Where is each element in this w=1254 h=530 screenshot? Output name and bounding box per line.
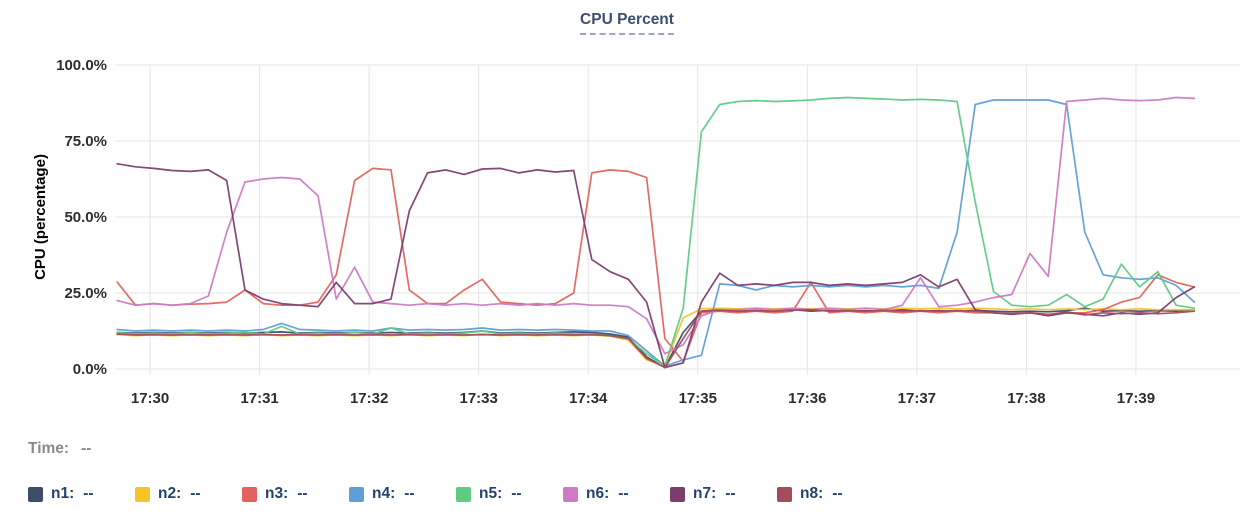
y-axis-title: CPU (percentage): [32, 154, 49, 280]
legend-value-n4: --: [404, 485, 415, 502]
x-tick-label: 17:38: [1007, 390, 1045, 407]
series-n5-line: [116, 96, 1196, 367]
legend-item-n1[interactable]: n1: --: [28, 485, 135, 503]
y-tick-label: 25.0%: [64, 285, 107, 302]
x-tick-label: 17:37: [898, 390, 936, 407]
x-tick-label: 17:34: [569, 390, 608, 407]
legend-value-n1: --: [83, 485, 94, 502]
legend-item-n8[interactable]: n8: --: [777, 485, 884, 503]
legend-value-n6: --: [618, 485, 629, 502]
series-n4-line: [116, 99, 1196, 367]
x-tick-label: 17:36: [788, 390, 826, 407]
y-tick-label: 50.0%: [64, 209, 107, 226]
time-label: Time:: [28, 440, 70, 457]
legend-swatch-n2: [135, 486, 150, 502]
x-tick-label: 17:32: [350, 390, 388, 407]
legend-item-n6[interactable]: n6: --: [563, 485, 670, 503]
series-n6-line: [116, 96, 1196, 355]
legend-value-n2: --: [190, 485, 201, 502]
time-value: --: [81, 440, 92, 457]
legend-swatch-n5: [456, 486, 471, 502]
legend-label-n5: n5:: [479, 485, 503, 502]
legend-item-n3[interactable]: n3: --: [242, 485, 349, 503]
legend-swatch-n3: [242, 486, 257, 502]
legend-value-n3: --: [297, 485, 308, 502]
legend-item-n4[interactable]: n4: --: [349, 485, 456, 503]
legend-label-n7: n7:: [693, 485, 717, 502]
legend-swatch-n4: [349, 486, 364, 502]
legend-swatch-n6: [563, 486, 578, 502]
series-n8-line: [116, 308, 1196, 369]
legend-item-n2[interactable]: n2: --: [135, 485, 242, 503]
series-legend: n1: -- n2: -- n3: -- n4: -- n5: -- n6: -- n7: -- n8: --: [28, 485, 884, 503]
x-tick-label: 17:31: [240, 390, 278, 407]
legend-label-n8: n8:: [800, 485, 824, 502]
y-tick-label: 0.0%: [73, 361, 107, 378]
legend-item-n7[interactable]: n7: --: [670, 485, 777, 503]
legend-label-n2: n2:: [158, 485, 182, 502]
legend-label-n6: n6:: [586, 485, 610, 502]
y-tick-label: 75.0%: [64, 133, 107, 150]
legend-time-row: Time: --: [28, 440, 91, 458]
legend-label-n3: n3:: [265, 485, 289, 502]
legend-swatch-n1: [28, 486, 43, 502]
legend-label-n1: n1:: [51, 485, 75, 502]
legend-swatch-n8: [777, 486, 792, 502]
legend-value-n8: --: [832, 485, 843, 502]
y-tick-label: 100.0%: [56, 57, 107, 74]
legend-value-n5: --: [511, 485, 522, 502]
chart-title[interactable]: CPU Percent: [580, 11, 674, 35]
cpu-percent-chart: 0.0% 25.0% 50.0% 75.0% 100.0% 17:30 17:31 17:32…: [32, 57, 1240, 407]
legend-swatch-n7: [670, 486, 685, 502]
series-n7-line: [116, 162, 1196, 369]
legend-label-n4: n4:: [372, 485, 396, 502]
x-tick-label: 17:30: [131, 390, 169, 407]
legend-item-n5[interactable]: n5: --: [456, 485, 563, 503]
x-tick-label: 17:33: [459, 390, 497, 407]
x-tick-label: 17:35: [679, 390, 717, 407]
legend-value-n7: --: [725, 485, 736, 502]
x-tick-label: 17:39: [1117, 390, 1155, 407]
